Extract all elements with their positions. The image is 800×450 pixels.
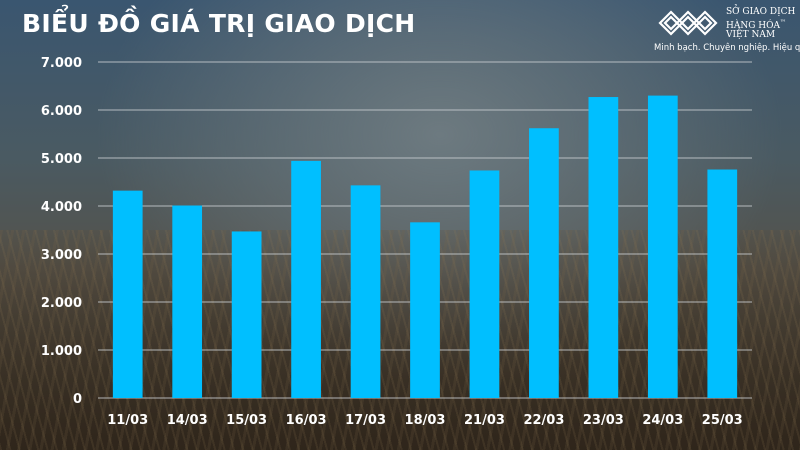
bar-25-03	[707, 169, 738, 398]
bar-22-03	[529, 128, 559, 399]
y-tick-label: 2.000	[41, 296, 82, 311]
bar-14-03	[172, 205, 203, 398]
x-tick-label: 11/03	[107, 413, 148, 428]
x-tick-label: 16/03	[286, 413, 327, 428]
logo-name-line: SỞ GIAO DỊCH	[726, 7, 796, 17]
logo-tagline: Minh bạch. Chuyên nghiệp. Hiệu quả	[654, 43, 800, 53]
bar-11-03	[112, 190, 143, 398]
bar-21-03	[469, 170, 500, 398]
y-tick-label: 3.000	[41, 248, 82, 263]
x-tick-label: 18/03	[405, 413, 446, 428]
x-tick-label: 21/03	[464, 413, 505, 428]
x-tick-label: 24/03	[642, 413, 683, 428]
y-tick-labels: 0 1.000 2.000 3.000 4.000 5.000 6.000 7.000	[41, 56, 82, 407]
logo-name-text: HÀNG HÓA	[726, 20, 780, 31]
bar-16-03	[291, 160, 321, 398]
x-tick-label: 17/03	[345, 413, 386, 428]
bar-15-03	[231, 231, 262, 398]
y-tick-label: 0	[73, 392, 82, 407]
x-tick-label: 15/03	[226, 413, 267, 428]
bar-23-03	[588, 97, 619, 398]
bar-24-03	[647, 95, 678, 398]
bars	[112, 95, 738, 399]
y-tick-label: 1.000	[41, 344, 82, 359]
x-tick-labels: 11/03 14/03 15/03 16/03 17/03 18/03 21/03 22/03…	[107, 413, 742, 428]
bar-18-03	[410, 222, 440, 398]
x-tick-label: 14/03	[167, 413, 208, 428]
mxv-logo-icon	[658, 10, 718, 36]
y-tick-label: 6.000	[41, 104, 82, 119]
y-tick-label: 4.000	[41, 200, 82, 215]
logo-name: SỞ GIAO DỊCH HÀNG HÓA™ VIỆT NAM	[726, 7, 796, 41]
x-tick-label: 23/03	[583, 413, 624, 428]
bar-17-03	[350, 185, 381, 398]
x-tick-label: 25/03	[702, 413, 743, 428]
y-tick-label: 5.000	[41, 152, 82, 167]
x-tick-label: 22/03	[523, 413, 564, 428]
logo: SỞ GIAO DỊCH HÀNG HÓA™ VIỆT NAM Minh bạc…	[652, 6, 800, 58]
trademark-sign: ™	[780, 18, 786, 26]
logo-name-line: HÀNG HÓA™	[726, 18, 796, 32]
y-tick-label: 7.000	[41, 56, 82, 71]
chart-title: BIỂU ĐỒ GIÁ TRỊ GIAO DỊCH	[22, 9, 416, 38]
logo-name-line: VIỆT NAM	[726, 30, 776, 40]
